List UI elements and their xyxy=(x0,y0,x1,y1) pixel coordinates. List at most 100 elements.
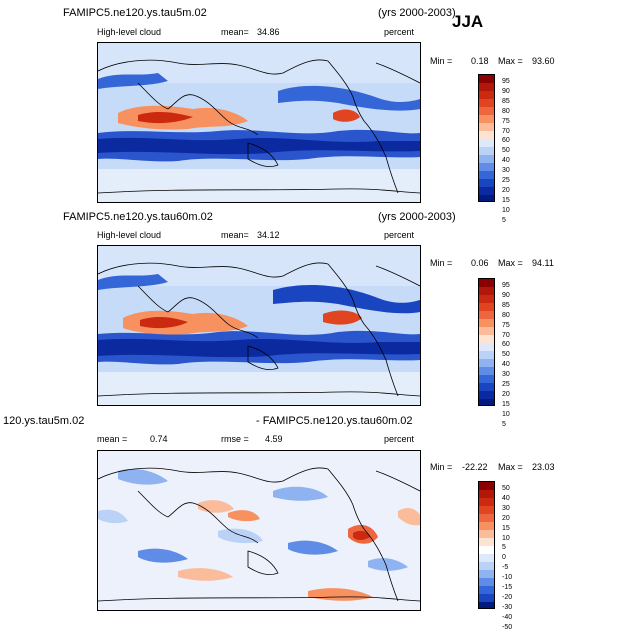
panel2-colorbar-label: 50 xyxy=(502,351,510,359)
panel1-colorbar-label: 85 xyxy=(502,97,510,105)
panel3-mean-label: mean = xyxy=(97,434,128,444)
panel1-colorbar-bin xyxy=(479,83,494,91)
panel3-rmse-value: 4.59 xyxy=(265,434,283,444)
panel2-colorbar-label: 20 xyxy=(502,390,510,398)
panel1-map xyxy=(97,42,421,203)
panel1-colorbar-bin xyxy=(479,115,494,123)
panel3-colorbar-bin xyxy=(479,594,494,602)
panel3-colorbar-label: 0 xyxy=(502,554,506,562)
panel2-colorbar-label: 60 xyxy=(502,341,510,349)
panel3-units: percent xyxy=(384,434,415,444)
panel1-colorbar-label: 10 xyxy=(502,206,510,214)
panel1-colorbar-label: 25 xyxy=(502,177,510,185)
panel2-colorbar-bin xyxy=(479,399,494,405)
panel1-colorbar-label: 30 xyxy=(502,167,510,175)
panel2-units: percent xyxy=(384,230,415,240)
panel2-min-value: 0.06 xyxy=(471,258,489,268)
panel1-colorbar-label: 40 xyxy=(502,157,510,165)
panel3-colorbar-label: 10 xyxy=(502,534,510,542)
panel2-max-label: Max = xyxy=(498,258,523,268)
panel2-colorbar-label: 80 xyxy=(502,311,510,319)
panel3-colorbar-label: -10 xyxy=(502,574,513,582)
panel2-colorbar-bin xyxy=(479,359,494,367)
panel3-mean-value: 0.74 xyxy=(150,434,168,444)
panel3-min-value: -22.22 xyxy=(462,462,488,472)
panel2-colorbar-label: 95 xyxy=(502,282,510,289)
panel1-colorbar-bin xyxy=(479,155,494,163)
panel3-colorbar-label: -15 xyxy=(502,584,513,592)
panel1-colorbar-labels: 95 90 85 80 75 70 60 50 40 30 25 20 15 1… xyxy=(502,77,510,226)
panel1-colorbar-label: 5 xyxy=(502,216,506,224)
panel2-colorbar-bin xyxy=(479,319,494,327)
panel3-colorbar-bin xyxy=(479,482,494,490)
panel1-colorbar-bin xyxy=(479,131,494,139)
panel3-colorbar-label: -50 xyxy=(502,623,513,631)
panel2-variable: High-level cloud xyxy=(97,230,162,240)
panel3-colorbar-bin xyxy=(479,562,494,570)
panel3-colorbar-label: 5 xyxy=(502,544,506,552)
panel2-colorbar-label: 5 xyxy=(502,420,506,428)
panel1-colorbar-bin xyxy=(479,179,494,187)
panel1-mean-label: mean= xyxy=(221,27,249,37)
panel2-colorbar-bin xyxy=(479,367,494,375)
panel3-colorbar-label: -40 xyxy=(502,613,513,621)
panel2-years: (yrs 2000-2003) xyxy=(378,211,456,223)
panel1-colorbar-bin xyxy=(479,107,494,115)
panel3-colorbar-bin xyxy=(479,490,494,498)
panel2-colorbar-label: 75 xyxy=(502,321,510,329)
panel2-colorbar-label: 40 xyxy=(502,361,510,369)
panel3-colorbar xyxy=(478,481,495,609)
panel2-colorbar-bin xyxy=(479,327,494,335)
panel3-colorbar-bin xyxy=(479,498,494,506)
panel1-min-value: 0.18 xyxy=(471,56,489,66)
panel2-colorbar-bin xyxy=(479,383,494,391)
panel2-colorbar-label: 90 xyxy=(502,291,510,299)
panel1-units: percent xyxy=(384,27,415,37)
panel3-colorbar-label: 15 xyxy=(502,524,510,532)
panel1-colorbar-label: 50 xyxy=(502,147,510,155)
panel3-title-left: 120.ys.tau5m.02 xyxy=(3,415,85,427)
panel3-colorbar-label: 20 xyxy=(502,514,510,522)
panel1-colorbar-bin xyxy=(479,91,494,99)
panel1-colorbar-label: 20 xyxy=(502,186,510,194)
season-label: JJA xyxy=(452,12,484,31)
panel1-colorbar-bin xyxy=(479,187,494,195)
panel3-colorbar-bin xyxy=(479,602,494,608)
panel2-mean-label: mean= xyxy=(221,230,249,240)
panel1-colorbar-label: 90 xyxy=(502,87,510,95)
panel3-colorbar-bin xyxy=(479,554,494,562)
panel1-colorbar-bin xyxy=(479,171,494,179)
panel3-colorbar-bin xyxy=(479,586,494,594)
panel2-colorbar-bin xyxy=(479,287,494,295)
panel1-colorbar-bin xyxy=(479,195,494,201)
panel2-colorbar-bin xyxy=(479,375,494,383)
panel2-map xyxy=(97,245,421,406)
panel2-colorbar-bin xyxy=(479,303,494,311)
panel2-colorbar-bin xyxy=(479,351,494,359)
panel2-colorbar-bin xyxy=(479,335,494,343)
panel1-colorbar-label: 95 xyxy=(502,78,510,85)
panel2-title: FAMIPC5.ne120.ys.tau60m.02 xyxy=(63,211,213,223)
panel3-colorbar-bin xyxy=(479,570,494,578)
panel2-mean-value: 34.12 xyxy=(257,230,280,240)
panel1-min-label: Min = xyxy=(430,56,453,66)
panel1-colorbar-bin xyxy=(479,123,494,131)
panel1-colorbar xyxy=(478,74,495,202)
panel2-colorbar-label: 10 xyxy=(502,410,510,418)
panel1-colorbar-label: 60 xyxy=(502,137,510,145)
panel3-colorbar-label: 30 xyxy=(502,504,510,512)
panel3-max-label: Max = xyxy=(498,462,523,472)
panel3-map xyxy=(97,450,421,611)
panel2-colorbar-bin xyxy=(479,295,494,303)
panel1-colorbar-bin xyxy=(479,139,494,147)
panel3-colorbar-label: -30 xyxy=(502,603,513,611)
panel3-colorbar-label: -5 xyxy=(502,564,509,572)
panel2-colorbar-label: 85 xyxy=(502,301,510,309)
panel2-colorbar-label: 25 xyxy=(502,381,510,389)
panel2-colorbar-bin xyxy=(479,279,494,287)
panel3-colorbar-bin xyxy=(479,522,494,530)
panel3-colorbar-bin xyxy=(479,578,494,586)
panel3-rmse-label: rmse = xyxy=(221,434,249,444)
panel3-min-label: Min = xyxy=(430,462,453,472)
panel1-title: FAMIPC5.ne120.ys.tau5m.02 xyxy=(63,7,207,19)
